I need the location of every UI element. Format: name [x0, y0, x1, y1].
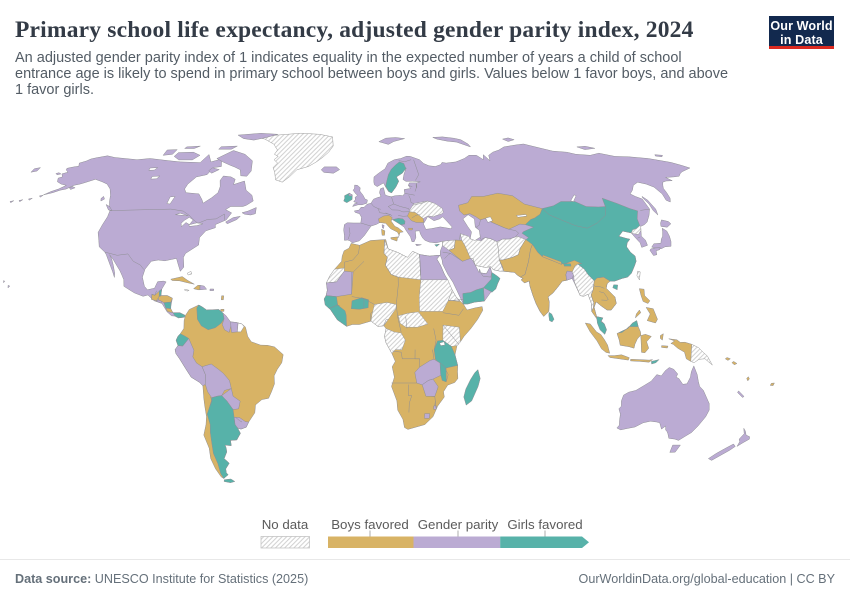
- svg-text:Girls favored: Girls favored: [507, 517, 582, 532]
- svg-text:Gender parity: Gender parity: [418, 517, 499, 532]
- svg-text:Boys favored: Boys favored: [331, 517, 409, 532]
- svg-text:No data: No data: [262, 517, 309, 532]
